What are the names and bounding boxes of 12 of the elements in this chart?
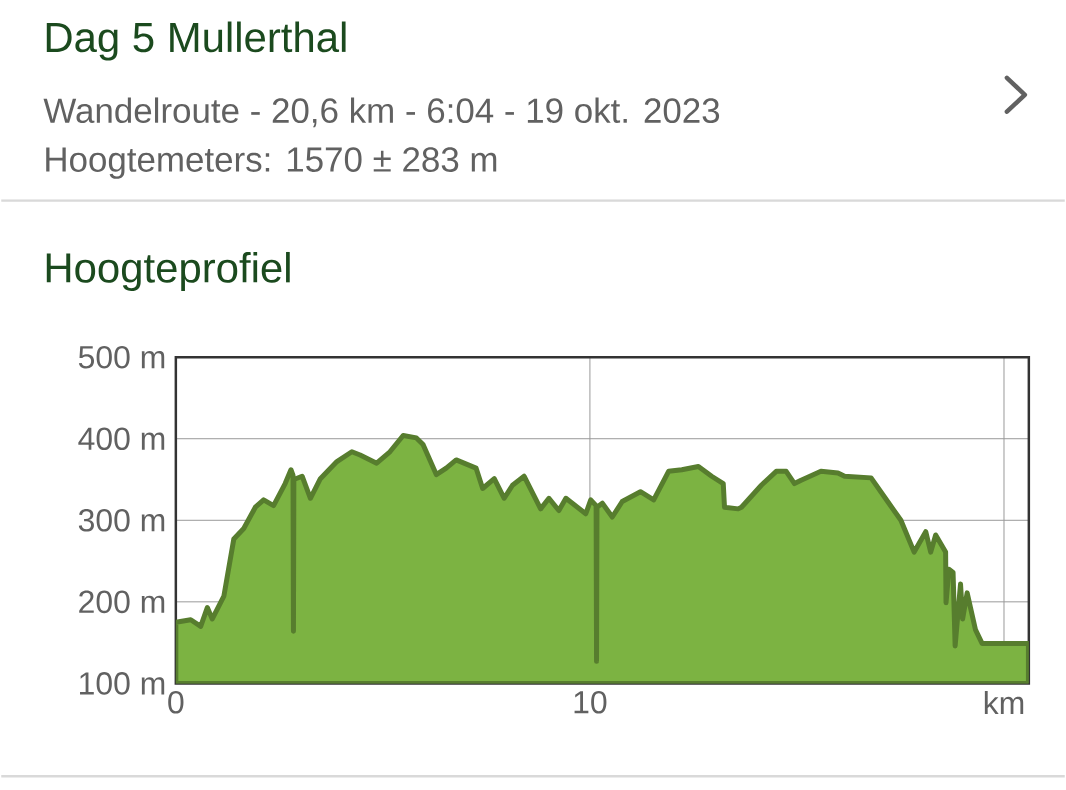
x-tick-label: 10 bbox=[574, 690, 607, 714]
x-tick-label: 0 bbox=[168, 690, 184, 714]
x-tick-label: km bbox=[984, 690, 1024, 714]
y-tick-label: 200 m bbox=[79, 590, 165, 614]
text: Hoogtemeters: 1570 ± 283 m bbox=[46, 147, 497, 179]
y-tick-label: 100 m bbox=[80, 672, 165, 695]
chart-title: Dag 5 Mullerthal bbox=[46, 21, 346, 61]
chart-subtitle: Wandelroute - 20,6 km - 6:04 - 19 okt. 2023 bbox=[43, 97, 720, 128]
y-tick-label: 500 m bbox=[78, 345, 165, 369]
y-tick-label: 300 m bbox=[78, 508, 165, 532]
text: Hoogteprofiel bbox=[46, 251, 290, 291]
y-tick-label: 400 m bbox=[78, 427, 165, 450]
